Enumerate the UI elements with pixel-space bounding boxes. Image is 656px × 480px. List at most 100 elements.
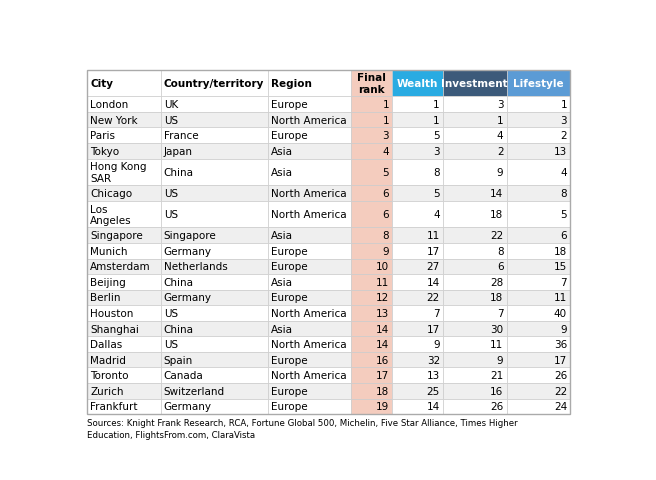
Bar [268, 336, 352, 352]
Bar [506, 275, 570, 290]
Text: 1: 1 [382, 100, 389, 110]
Text: 9: 9 [497, 168, 503, 178]
Bar [87, 159, 161, 186]
Bar [443, 290, 506, 306]
Bar [268, 202, 352, 228]
Bar [352, 113, 392, 128]
Bar [352, 159, 392, 186]
Text: Asia: Asia [271, 324, 293, 334]
Text: Beijing: Beijing [90, 277, 126, 288]
Bar [506, 97, 570, 113]
Text: China: China [164, 168, 194, 178]
Text: Europe: Europe [271, 246, 307, 256]
Bar [443, 352, 506, 368]
Bar [443, 228, 506, 243]
Text: 28: 28 [490, 277, 503, 288]
Bar [87, 275, 161, 290]
Text: 13: 13 [554, 146, 567, 156]
Text: 26: 26 [554, 371, 567, 381]
Bar [443, 275, 506, 290]
Text: 18: 18 [376, 386, 389, 396]
Text: 11: 11 [554, 293, 567, 303]
Text: Toronto: Toronto [90, 371, 129, 381]
Bar [352, 275, 392, 290]
Bar [352, 243, 392, 259]
Text: 14: 14 [376, 339, 389, 349]
Bar [161, 186, 268, 202]
Bar [87, 368, 161, 383]
Bar [352, 128, 392, 144]
Bar [506, 159, 570, 186]
Bar [268, 259, 352, 275]
Bar [87, 243, 161, 259]
Bar [392, 290, 443, 306]
Text: 4: 4 [497, 131, 503, 141]
Text: Germany: Germany [164, 246, 212, 256]
Text: 11: 11 [376, 277, 389, 288]
Bar [352, 383, 392, 399]
Text: 5: 5 [560, 210, 567, 220]
Bar [268, 71, 352, 97]
Text: 13: 13 [376, 308, 389, 318]
Bar [506, 243, 570, 259]
Bar [392, 336, 443, 352]
Text: 18: 18 [490, 293, 503, 303]
Text: Europe: Europe [271, 386, 307, 396]
Text: 1: 1 [497, 116, 503, 125]
Text: 9: 9 [497, 355, 503, 365]
Bar [352, 259, 392, 275]
Bar [268, 368, 352, 383]
Text: US: US [164, 308, 178, 318]
Bar [392, 71, 443, 97]
Text: 14: 14 [426, 277, 440, 288]
Bar [506, 202, 570, 228]
Bar [268, 144, 352, 159]
Bar [87, 128, 161, 144]
Bar [352, 144, 392, 159]
Bar [443, 186, 506, 202]
Bar [443, 71, 506, 97]
Bar [443, 243, 506, 259]
Text: Munich: Munich [90, 246, 128, 256]
Text: 30: 30 [490, 324, 503, 334]
Bar [161, 383, 268, 399]
Bar [87, 383, 161, 399]
Text: 22: 22 [426, 293, 440, 303]
Text: US: US [164, 189, 178, 199]
Text: North America: North America [271, 116, 346, 125]
Bar [268, 186, 352, 202]
Bar [268, 352, 352, 368]
Bar [161, 71, 268, 97]
Bar [87, 352, 161, 368]
Bar [268, 159, 352, 186]
Bar [161, 128, 268, 144]
Bar [392, 97, 443, 113]
Text: 6: 6 [382, 210, 389, 220]
Text: 15: 15 [554, 262, 567, 272]
Bar [161, 97, 268, 113]
Bar [392, 128, 443, 144]
Text: 9: 9 [382, 246, 389, 256]
Bar [506, 144, 570, 159]
Bar [506, 368, 570, 383]
Text: 5: 5 [434, 131, 440, 141]
Bar [392, 352, 443, 368]
Bar [87, 321, 161, 336]
Bar [392, 275, 443, 290]
Text: China: China [164, 324, 194, 334]
Text: Europe: Europe [271, 293, 307, 303]
Bar [161, 113, 268, 128]
Text: Asia: Asia [271, 146, 293, 156]
Bar [392, 321, 443, 336]
Bar [506, 113, 570, 128]
Text: 3: 3 [382, 131, 389, 141]
Text: Germany: Germany [164, 293, 212, 303]
Bar [443, 321, 506, 336]
Text: 19: 19 [376, 401, 389, 411]
Bar [506, 128, 570, 144]
Bar [161, 399, 268, 414]
Bar [352, 290, 392, 306]
Bar [443, 368, 506, 383]
Bar [352, 202, 392, 228]
Text: 32: 32 [426, 355, 440, 365]
